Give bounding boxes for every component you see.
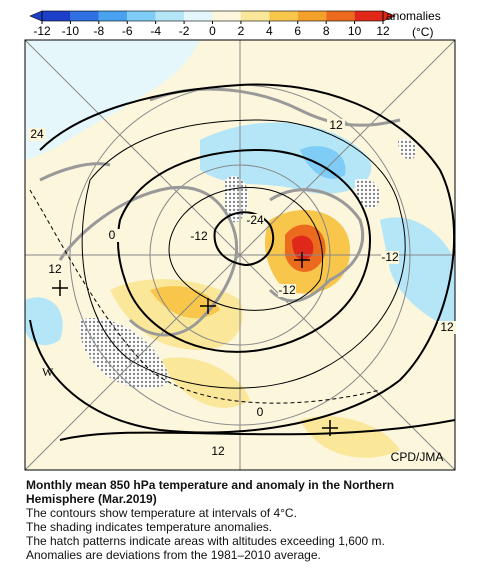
colorbar-label: anomalies xyxy=(386,9,441,23)
colorbar-segment xyxy=(184,11,213,21)
colorbar-tick-label: 12 xyxy=(376,24,390,38)
colorbar: -12 -10 -8 -6 -4 -2 0 2 4 6 8 10 12 xyxy=(29,10,396,38)
colorbar-tick-label: -6 xyxy=(122,24,133,38)
contour-label-bg xyxy=(209,445,227,458)
colorbar-segment xyxy=(155,11,185,21)
contour-label: 24 xyxy=(30,127,44,141)
colorbar-end xyxy=(29,10,43,22)
credit: CPD/JMA xyxy=(391,450,444,464)
colorbar-segment xyxy=(354,11,383,21)
colorbar-tick-label: 2 xyxy=(238,24,245,38)
colorbar-tick-label: 4 xyxy=(266,24,273,38)
colorbar-tick-label: -10 xyxy=(62,24,80,38)
colorbar-segment xyxy=(98,11,128,21)
contour-labels: 24 12 0 -12 -24 12 -12 0 12 12 -12 xyxy=(28,118,456,458)
contour-label-bg xyxy=(46,263,64,276)
figure: -12 -10 -8 -6 -4 -2 0 2 4 6 8 10 12 anomalies (°C) xyxy=(24,9,456,471)
contour-label-bg xyxy=(381,251,399,264)
colorbar-segment xyxy=(70,11,99,21)
contour-label-bg xyxy=(251,406,269,419)
colorbar-segment xyxy=(212,11,241,21)
contour-label: 12 xyxy=(329,118,343,132)
contour-label-bg xyxy=(28,128,46,141)
colorbar-segment xyxy=(127,11,156,21)
colorbar-segment xyxy=(269,11,298,21)
map-letter: W xyxy=(42,365,54,379)
colorbar-tick-label: 10 xyxy=(348,24,362,38)
contour-label: 12 xyxy=(48,262,62,276)
contour-label-bg xyxy=(190,230,208,243)
caption-title: Monthly mean 850 hPa temperature and ano… xyxy=(26,478,395,506)
colorbar-tick-label: -2 xyxy=(179,24,190,38)
colorbar-tick-label: -8 xyxy=(93,24,104,38)
contour-label: -12 xyxy=(278,283,296,297)
contour-label: -24 xyxy=(246,213,264,227)
colorbar-tick-label: -12 xyxy=(33,24,51,38)
caption-line: The hatch patterns indicate areas with a… xyxy=(26,534,385,548)
colorbar-segment xyxy=(240,11,270,21)
contour-label: 0 xyxy=(109,228,116,242)
colorbar-segment xyxy=(326,11,355,21)
contour-label: 0 xyxy=(257,405,264,419)
colorbar-tick-label: 6 xyxy=(294,24,301,38)
caption: Monthly mean 850 hPa temperature and ano… xyxy=(26,478,466,562)
colorbar-segment xyxy=(42,11,71,21)
contour-label-bg xyxy=(103,229,121,242)
colorbar-segment xyxy=(297,11,327,21)
colorbar-tick-label: -4 xyxy=(150,24,161,38)
caption-line: Anomalies are deviations from the 1981–2… xyxy=(26,548,321,562)
contour-label: -12 xyxy=(190,229,208,243)
contour-label-bg xyxy=(438,321,456,334)
colorbar-tick-label: 8 xyxy=(323,24,330,38)
map-frame xyxy=(24,39,456,471)
colorbar-tick-label: 0 xyxy=(209,24,216,38)
contour-label-bg xyxy=(278,284,296,297)
contour-label-bg xyxy=(327,119,345,132)
contour-label: 12 xyxy=(440,320,454,334)
contour-label: -12 xyxy=(381,250,399,264)
colorbar-unit: (°C) xyxy=(412,25,433,39)
caption-line: The shading indicates temperature anomal… xyxy=(26,520,273,534)
caption-line: The contours show temperature at interva… xyxy=(26,506,297,520)
contour-label: 12 xyxy=(211,444,225,458)
contour-label-bg xyxy=(246,214,264,227)
